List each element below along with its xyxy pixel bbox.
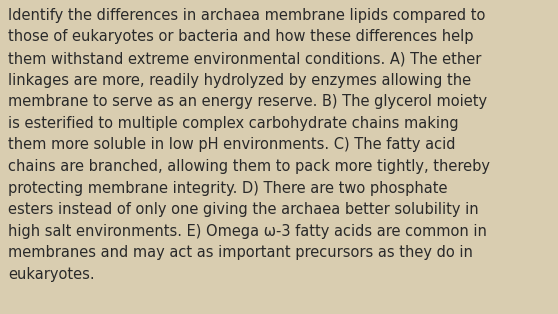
Text: Identify the differences in archaea membrane lipids compared to
those of eukaryo: Identify the differences in archaea memb…: [8, 8, 490, 282]
